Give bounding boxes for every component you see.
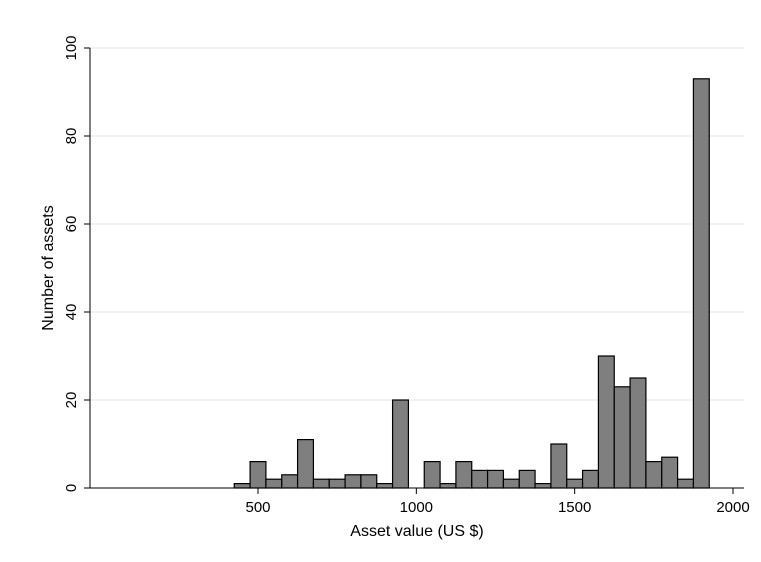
- x-tick-label-1500: 1500: [558, 499, 591, 516]
- bar-11: [423, 461, 441, 489]
- bar-20: [566, 478, 584, 489]
- axes: [89, 48, 744, 489]
- bar-16: [502, 478, 520, 489]
- bar-12: [439, 483, 457, 489]
- gridlines: [90, 47, 744, 401]
- bars: [233, 78, 710, 489]
- bar-23: [613, 386, 631, 489]
- bar-8: [360, 474, 378, 489]
- bar-15: [486, 469, 505, 489]
- bar-3: [281, 474, 299, 489]
- bar-7: [344, 474, 362, 489]
- bar-10: [391, 399, 410, 489]
- bar-0: [233, 483, 251, 489]
- bar-25: [645, 461, 663, 489]
- bar-19: [550, 443, 568, 489]
- bar-17: [518, 469, 536, 489]
- y-tick-label-20: 20: [63, 392, 80, 409]
- y-tick-label-60: 60: [63, 216, 80, 233]
- bar-28: [692, 78, 710, 489]
- bar-27: [676, 478, 695, 489]
- bar-6: [328, 478, 346, 489]
- y-tick-label-80: 80: [63, 128, 80, 145]
- x-tick-labels: 500 1000 1500 2000: [245, 488, 750, 516]
- y-tick-labels: 0 20 40 60 80 100: [63, 35, 90, 492]
- bar-1: [249, 461, 267, 489]
- bar-14: [471, 469, 489, 489]
- x-tick-label-2000: 2000: [716, 499, 749, 516]
- bar-22: [597, 355, 615, 489]
- y-axis-label: Number of assets: [40, 205, 57, 330]
- bar-26: [661, 456, 679, 489]
- bar-21: [581, 469, 600, 489]
- y-tick-label-0: 0: [63, 484, 80, 492]
- bar-4: [296, 439, 315, 489]
- y-tick-label-100: 100: [63, 35, 80, 60]
- bar-24: [629, 377, 647, 489]
- x-tick-label-1000: 1000: [400, 499, 433, 516]
- bar-2: [265, 478, 283, 489]
- x-tick-label-500: 500: [245, 499, 270, 516]
- bar-18: [534, 483, 552, 489]
- x-axis-label: Asset value (US $): [350, 523, 483, 540]
- bar-5: [312, 478, 330, 489]
- bar-13: [455, 461, 473, 489]
- bar-9: [376, 483, 394, 489]
- y-tick-label-40: 40: [63, 304, 80, 321]
